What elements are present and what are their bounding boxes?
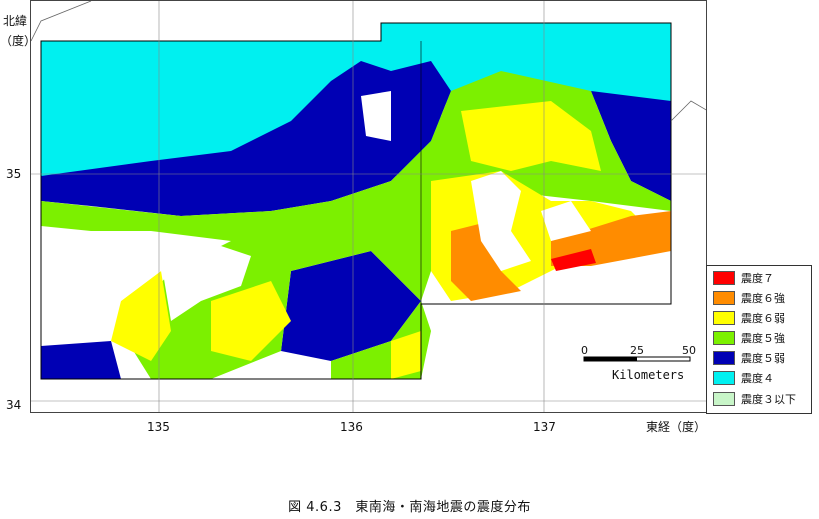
intensity-7-area <box>551 249 596 271</box>
scale-unit: Kilometers <box>612 368 685 382</box>
legend-label: 震度５強 <box>741 332 785 345</box>
legend-label: 震度６弱 <box>741 312 785 325</box>
scale-tick-50: 50 <box>682 344 696 357</box>
scale-bar-fill <box>584 357 637 361</box>
intensity-map <box>30 0 707 413</box>
ise-bay <box>471 171 531 271</box>
scale-tick-0: 0 <box>581 344 588 357</box>
coastline-north <box>31 1 92 42</box>
legend-swatch <box>713 311 735 325</box>
scale-tick-25: 25 <box>630 344 644 357</box>
legend-item-4: 震度４ <box>713 369 774 387</box>
intensity-5-weak-east <box>591 91 671 201</box>
osaka-bay <box>161 246 251 321</box>
lat-tick-34: 34 <box>6 398 22 412</box>
intensity-6-weak-awaji <box>111 271 171 361</box>
legend-label: 震度３以下 <box>741 393 796 406</box>
pacific-south <box>421 304 671 412</box>
intensity-5-weak-southwest <box>41 341 121 379</box>
lon-tick-136: 136 <box>340 420 363 434</box>
intensity-6-strong-ise <box>451 221 521 301</box>
legend-item-3-or-less: 震度３以下 <box>713 390 796 408</box>
latitude-axis-label-line2: （度） <box>0 34 37 48</box>
legend-swatch <box>713 271 735 285</box>
legend-item-6-strong: 震度６強 <box>713 289 785 307</box>
lon-tick-137: 137 <box>533 420 556 434</box>
legend-item-6-weak: 震度６弱 <box>713 309 785 327</box>
pacific-east <box>531 261 671 304</box>
study-area-outline <box>40 22 672 380</box>
legend-swatch <box>713 371 735 385</box>
legend-item-7: 震度７ <box>713 269 774 287</box>
scale-bar: 0 25 50 Kilometers <box>578 344 696 384</box>
legend-item-5-weak: 震度５弱 <box>713 349 785 367</box>
lat-tick-35: 35 <box>6 167 22 181</box>
legend-label: 震度７ <box>741 272 774 285</box>
longitude-axis-label: 東経（度） <box>646 420 707 434</box>
intensity-6-weak-osaka <box>211 281 291 361</box>
legend-swatch <box>713 291 735 305</box>
intensity-5-weak-band <box>41 61 451 216</box>
legend-label: 震度６強 <box>741 292 785 305</box>
mikawa-bay <box>541 201 591 241</box>
harima-sea <box>41 246 161 336</box>
figure-caption: 図 4.6.3 東南海・南海地震の震度分布 <box>288 500 531 515</box>
coastline-east <box>670 100 706 122</box>
legend-swatch <box>713 331 735 345</box>
intensity-6-weak-nobi <box>461 101 601 171</box>
lon-tick-135: 135 <box>147 420 170 434</box>
legend-label: 震度４ <box>741 372 774 385</box>
scale-bar-graphic <box>583 356 691 362</box>
legend-swatch <box>713 392 735 406</box>
legend-item-5-strong: 震度５強 <box>713 329 785 347</box>
intensity-6-weak-kii-south <box>391 331 421 379</box>
latitude-axis-label-line1: 北緯 <box>3 14 28 28</box>
lake-biwa <box>361 91 391 141</box>
intensity-map-graphic <box>31 1 706 412</box>
intensity-legend: 震度７ 震度６強 震度６弱 震度５強 震度５弱 震度４ 震度３以下 <box>706 265 812 414</box>
legend-label: 震度５弱 <box>741 352 785 365</box>
intensity-5-weak-kii <box>281 251 421 361</box>
legend-swatch <box>713 351 735 365</box>
